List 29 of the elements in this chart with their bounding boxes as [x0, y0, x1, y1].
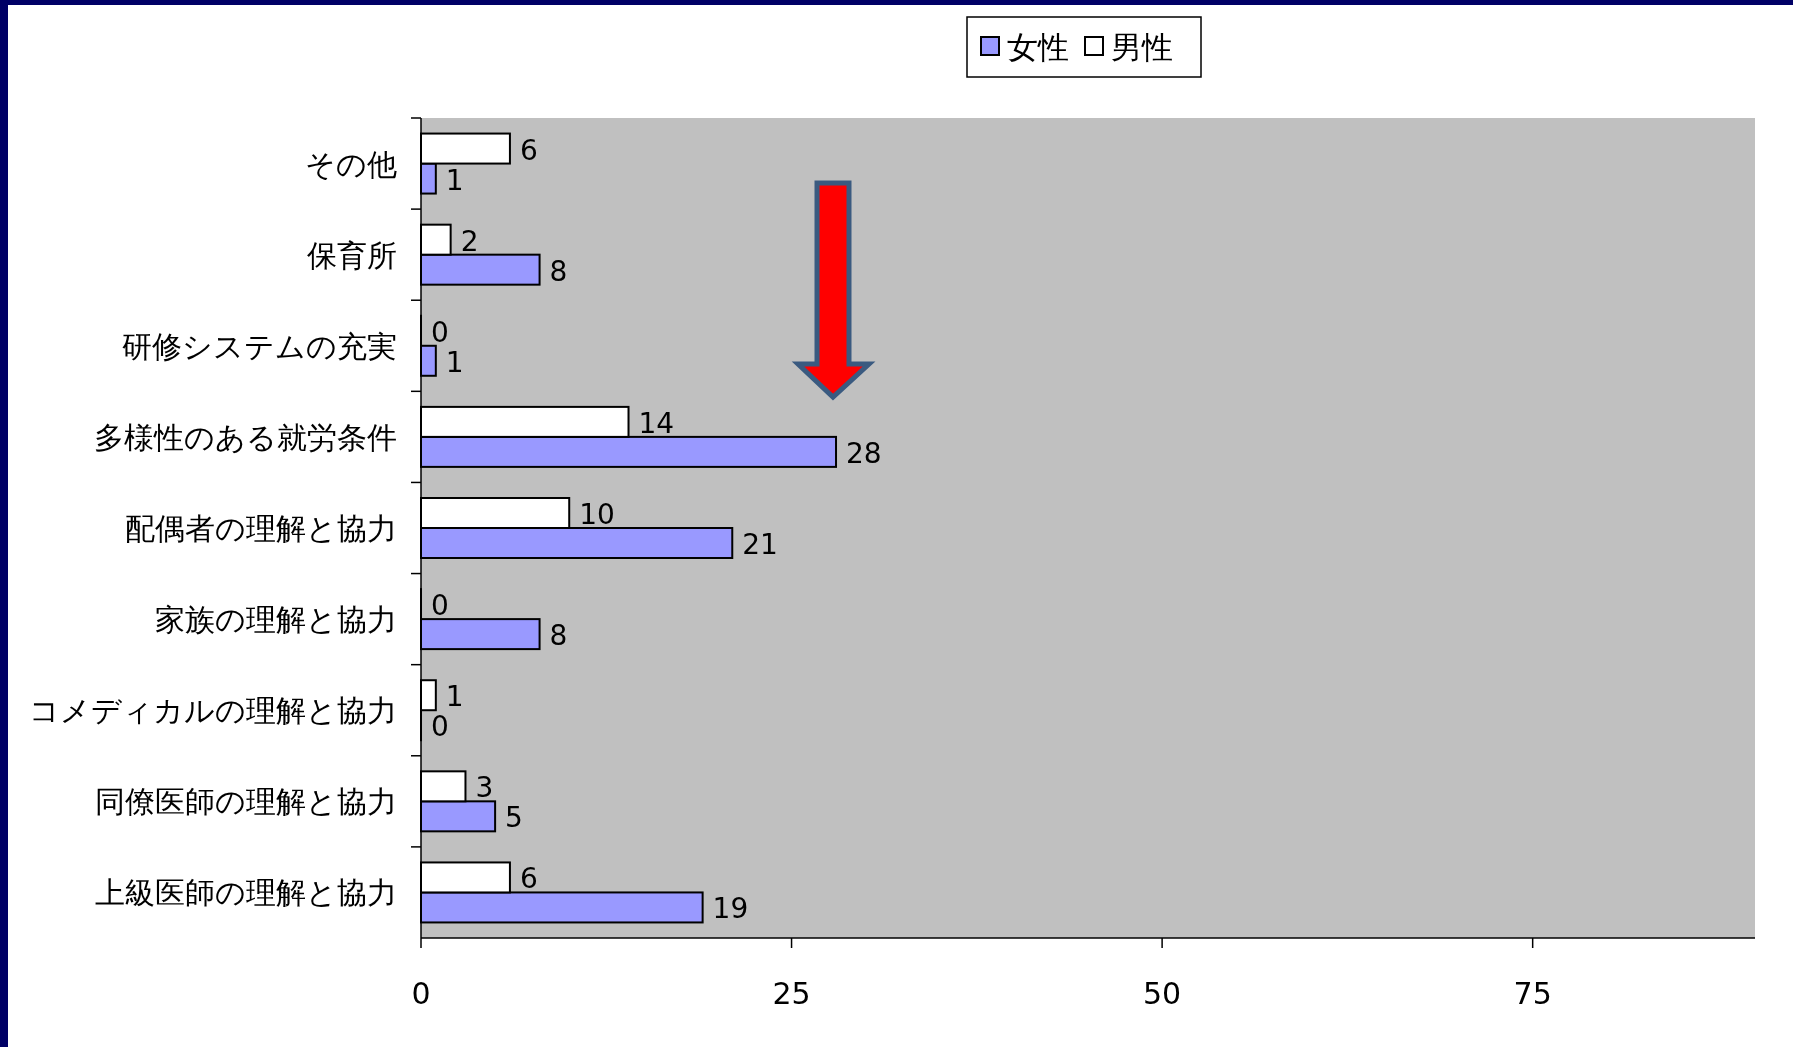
y-tick-label: 保育所 [307, 237, 397, 273]
data-label: 8 [549, 619, 568, 653]
data-label: 14 [638, 406, 675, 440]
data-label: 28 [846, 436, 882, 470]
y-tick-label: 多様性のある就労条件 [94, 419, 397, 455]
data-label: 6 [519, 862, 538, 896]
y-tick-label: 同僚医師の理解と協力 [95, 784, 397, 820]
data-label: 8 [549, 254, 568, 288]
x-tick-label: 75 [1513, 976, 1552, 1011]
data-label: 19 [712, 892, 749, 926]
data-label: 21 [742, 528, 778, 561]
data-label: 3 [475, 771, 494, 805]
legend-label: 女性 [1007, 29, 1069, 65]
y-tick-label: 家族の理解と協力 [155, 602, 397, 638]
data-label: 0 [431, 589, 449, 623]
y-tick-label: その他 [305, 146, 397, 182]
y-tick-label: コメディカルの理解と協力 [29, 693, 397, 729]
data-label: 10 [579, 498, 615, 531]
data-label: 1 [445, 163, 464, 197]
y-tick-label: 研修システムの充実 [122, 328, 397, 364]
legend-label: 男性 [1111, 29, 1173, 65]
data-label: 6 [519, 133, 538, 167]
data-label: 5 [505, 801, 523, 835]
x-tick-label: 25 [772, 976, 811, 1011]
x-tick-label: 0 [411, 976, 431, 1011]
y-tick-label: 配偶者の理解と協力 [125, 511, 397, 546]
data-label: 2 [460, 224, 479, 258]
y-tick-label: 上級医師の理解と協力 [95, 875, 397, 911]
x-tick-label: 50 [1143, 976, 1182, 1011]
